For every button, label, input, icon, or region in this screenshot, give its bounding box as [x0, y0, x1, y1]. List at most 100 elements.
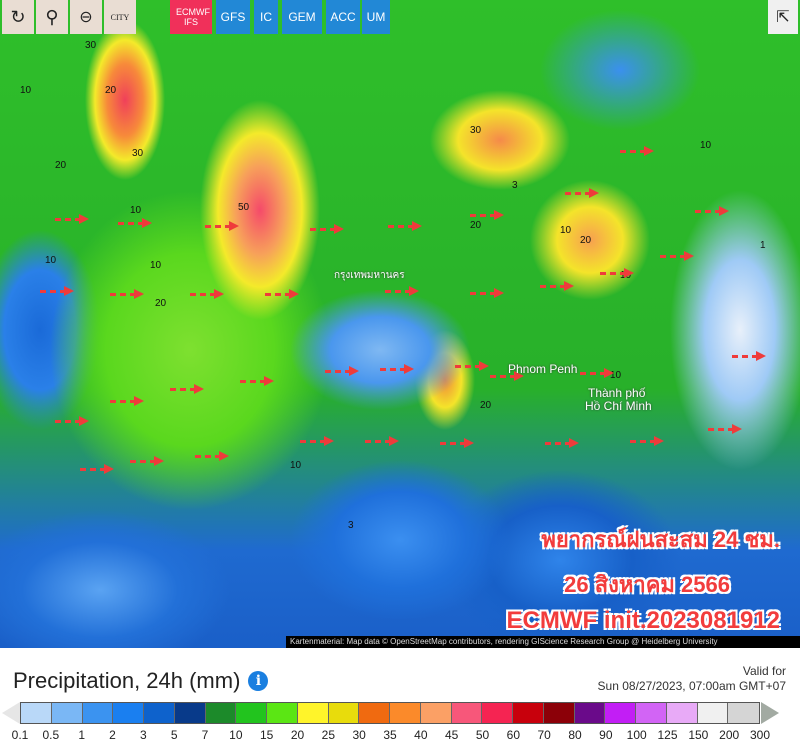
legend-swatch [728, 703, 759, 723]
wind-arrow-icon [195, 451, 229, 461]
contour-label: 30 [85, 40, 97, 51]
contour-label: 1 [760, 240, 766, 251]
wind-arrow-icon [110, 289, 144, 299]
contour-label: 3 [348, 520, 354, 531]
wind-arrow-icon [630, 436, 664, 446]
legend-swatch [174, 703, 206, 723]
legend-right-arrow [761, 702, 779, 724]
wind-arrow-icon [470, 288, 504, 298]
wind-arrow-icon [385, 286, 419, 296]
wind-arrow-icon [388, 221, 422, 231]
legend-tick: 150 [688, 728, 709, 742]
legend-tick: 100 [626, 728, 647, 742]
info-icon[interactable]: i [248, 671, 269, 691]
location-button[interactable]: ⚲ [36, 0, 68, 34]
zoom-out-icon: ⊖ [79, 9, 93, 26]
legend-swatch [82, 703, 114, 723]
legend-tick: 200 [719, 728, 740, 742]
legend-swatch [267, 703, 298, 723]
legend-swatch [697, 703, 729, 723]
legend-tick: 25 [321, 728, 336, 742]
city-toggle-button[interactable]: CITY [104, 0, 136, 34]
legend-swatch [359, 703, 390, 723]
wind-arrow-icon [190, 289, 224, 299]
contour-label: 20 [155, 298, 167, 309]
legend-swatch [297, 703, 329, 723]
valid-time: Valid for Sun 08/27/2023, 07:00am GMT+07 [597, 664, 786, 693]
model-tab-um[interactable]: UM [362, 0, 390, 34]
refresh-icon: ↻ [10, 6, 26, 27]
place-phnom-penh: Phnom Penh [508, 362, 578, 376]
forecast-date-overlay: 26 สิงหาคม 2566 [564, 572, 730, 597]
legend-tick: 0.1 [11, 728, 29, 742]
wind-arrow-icon [40, 286, 74, 296]
contour-label: 10 [560, 225, 572, 236]
legend-swatch [51, 703, 83, 723]
legend-tick: 20 [290, 728, 305, 742]
model-tab-acc[interactable]: ACC [326, 0, 360, 34]
legend-tick: 30 [352, 728, 366, 742]
wind-arrow-icon [205, 221, 239, 231]
contour-label: 20 [105, 85, 117, 96]
legend-swatch [666, 703, 698, 723]
legend-swatch [513, 703, 544, 723]
forecast-init-overlay: ECMWF init.2023081912 [506, 607, 780, 634]
legend-swatch [574, 703, 606, 723]
model-tab-gfs[interactable]: GFS [216, 0, 250, 34]
contour-label: 20 [480, 400, 492, 411]
wind-arrow-icon [620, 146, 654, 156]
contour-label: 30 [132, 148, 144, 159]
city-label: CITY [110, 12, 130, 22]
model-tab-ecmwf[interactable]: ECMWF IFS [170, 0, 212, 34]
legend-title: Precipitation, 24h (mm) i [13, 668, 269, 694]
wind-arrow-icon [540, 281, 574, 291]
legend-tick: 60 [506, 728, 521, 742]
legend-tick: 70 [537, 728, 551, 742]
legend-color-bar [20, 702, 760, 724]
legend-swatch [605, 703, 636, 723]
contour-label: 10 [45, 255, 57, 266]
wind-arrow-icon [695, 206, 729, 216]
zoom-out-button[interactable]: ⊖ [70, 0, 102, 34]
legend-swatch [390, 703, 421, 723]
wind-arrow-icon [80, 464, 114, 474]
place-hcmc-2: Hồ Chí Minh [585, 399, 652, 413]
place-bangkok: กรุงเทพมหานคร [334, 270, 405, 281]
legend-swatch [236, 703, 267, 723]
share-button[interactable]: ⇱ [768, 0, 798, 34]
contour-label: 20 [55, 160, 67, 171]
legend-swatch [451, 703, 483, 723]
precipitation-map[interactable]: 30 20 10 30 50 20 10 20 10 30 20 10 20 10 10 20 3 10 10 10 3… [0, 0, 800, 648]
wind-arrow-icon [300, 436, 334, 446]
location-pin-icon: ⚲ [45, 6, 59, 27]
contour-label: 20 [470, 220, 482, 231]
legend-tick: 0.5 [42, 728, 60, 742]
model-tab-gem[interactable]: GEM [282, 0, 322, 34]
wind-arrow-icon [110, 396, 144, 406]
legend-tick: 1 [78, 728, 85, 742]
model-tab-ic[interactable]: IC [254, 0, 278, 34]
contour-label: 10 [700, 140, 712, 151]
legend-tick: 125 [657, 728, 678, 742]
legend-tick: 45 [444, 728, 459, 742]
wind-arrow-icon [130, 456, 164, 466]
wind-arrow-icon [708, 424, 742, 434]
legend-tick: 35 [383, 728, 397, 742]
legend-swatch [636, 703, 667, 723]
legend-tick: 7 [201, 728, 209, 742]
contour-label: 3 [512, 180, 518, 191]
contour-label: 20 [580, 235, 592, 246]
contour-label: 50 [238, 202, 250, 213]
wind-arrow-icon [365, 436, 399, 446]
wind-arrow-icon [380, 364, 414, 374]
legend-tick: 5 [170, 728, 178, 742]
wind-arrow-icon [732, 351, 766, 361]
wind-arrow-icon [600, 268, 634, 278]
legend-tick: 2 [109, 728, 116, 742]
legend-swatch [543, 703, 575, 723]
wind-arrow-icon [325, 366, 359, 376]
wind-arrow-icon [545, 438, 579, 448]
wind-arrow-icon [580, 368, 614, 378]
refresh-button[interactable]: ↻ [2, 0, 34, 34]
legend-swatch [482, 703, 513, 723]
